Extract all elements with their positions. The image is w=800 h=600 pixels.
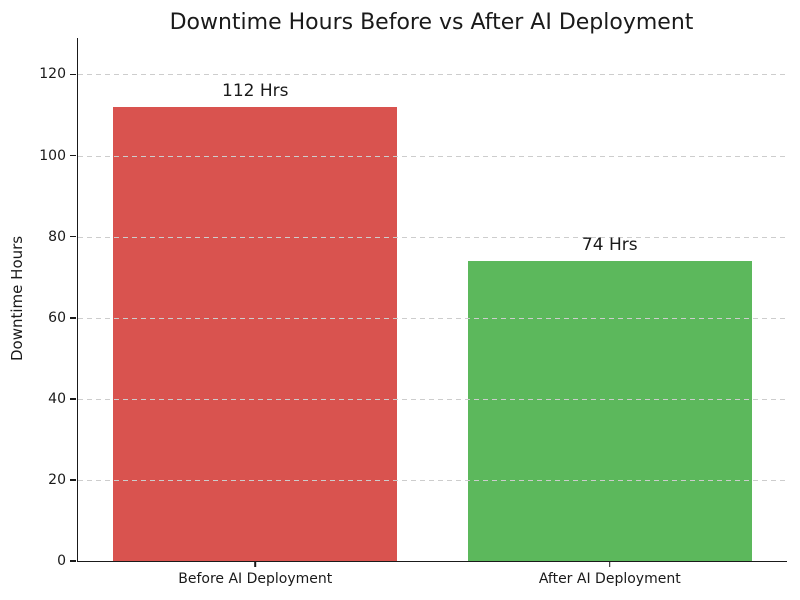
y-tick-label-120: 120 [39, 66, 66, 83]
x-tick-label-1: Before AI Deployment [178, 571, 333, 587]
bar-value-label-1: 112 Hrs [222, 80, 289, 101]
y-tick-label-20: 20 [48, 471, 66, 488]
gridline-y-120 [78, 74, 787, 76]
y-axis-label: Downtime Hours [8, 235, 26, 361]
y-tick-label-0: 0 [57, 553, 66, 569]
y-tick-mark-120 [70, 73, 76, 76]
y-tick-label-60: 60 [48, 309, 66, 326]
y-tick-label-80: 80 [48, 228, 66, 245]
y-tick-mark-20 [70, 479, 76, 481]
y-tick-label-40: 40 [48, 390, 66, 407]
gridline-y-100 [78, 155, 787, 157]
x-tick-mark-1 [254, 561, 257, 567]
y-tick-mark-80 [70, 235, 76, 238]
gridline-y-40 [78, 398, 787, 400]
y-tick-mark-0 [70, 560, 76, 562]
bar-after-ai-deployment [467, 261, 752, 561]
gridline-y-80 [78, 236, 787, 238]
plot-area: 0 20 40 60 80 100 120 112 Hrs Before AI Deployme… [39, 38, 787, 587]
y-tick-label-100: 100 [39, 147, 66, 164]
bar-before-ai-deployment [113, 106, 398, 561]
gridline-y-60 [78, 317, 787, 319]
x-tick-label-2: After AI Deployment [538, 571, 681, 587]
chart-title: Downtime Hours Before vs After AI Deploy… [169, 10, 694, 35]
y-tick-mark-100 [70, 154, 76, 157]
bar-value-label-2: 74 Hrs [581, 234, 638, 255]
x-tick-mark-2 [608, 561, 611, 567]
y-tick-mark-60 [70, 316, 76, 319]
gridline-y-20 [78, 479, 787, 481]
y-tick-mark-40 [70, 398, 76, 400]
